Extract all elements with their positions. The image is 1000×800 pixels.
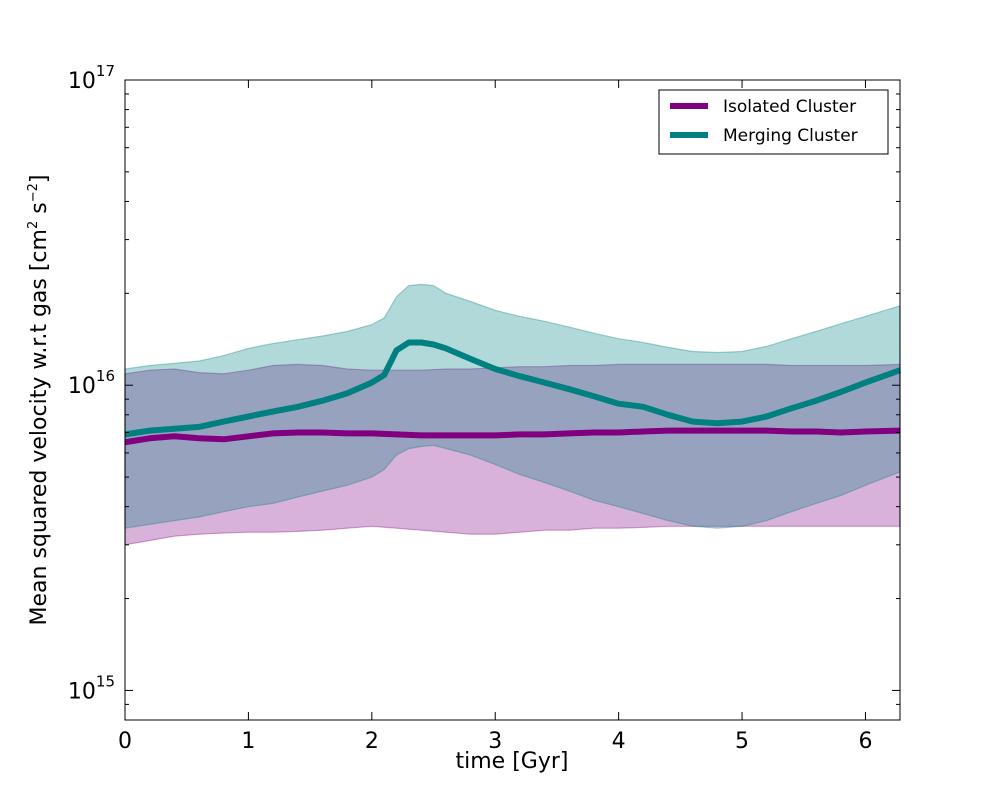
x-tick-label: 0: [118, 729, 132, 754]
y-tick-base: 10: [68, 69, 96, 94]
legend-label-isolated: Isolated Cluster: [723, 97, 856, 117]
legend-frame: [658, 89, 889, 155]
line-isolated-cluster: [124, 427, 901, 446]
confidence-bands: [124, 283, 901, 546]
y-tick-base: 10: [68, 679, 96, 704]
y-tick-label: 1016: [68, 367, 115, 399]
y-tick-label: 1015: [68, 672, 115, 704]
plot-frame: [124, 79, 901, 721]
legend: Isolated Cluster Merging Cluster: [658, 89, 889, 155]
x-tick-label: 1: [241, 729, 255, 754]
x-tick-label: 5: [735, 729, 749, 754]
y-tick-exp: 15: [96, 672, 115, 690]
y-tick-exp: 16: [96, 367, 115, 385]
y-axis-label-mid: s: [27, 202, 52, 220]
y-axis-label: Mean squared velocity w.r.t gas [cm2 s−2…: [26, 175, 52, 626]
y-axis-label-sup1: 2: [26, 221, 41, 229]
line-merging-cluster: [124, 339, 902, 438]
x-tick-label: 3: [488, 729, 502, 754]
x-axis-label: time [Gyr]: [456, 749, 569, 774]
y-tick-exp: 17: [96, 62, 115, 80]
x-tick-label: 4: [612, 729, 626, 754]
y-axis-label-sup2: −2: [26, 183, 41, 202]
y-axis-label-main: Mean squared velocity w.r.t gas [cm: [27, 229, 52, 625]
y-tick-label: 1017: [68, 62, 115, 94]
y-axis-label-end: ]: [27, 175, 52, 184]
x-tick-label: 6: [858, 729, 872, 754]
mean-lines: [124, 339, 902, 446]
x-axis-ticks: 0 1 2 3 4 5 6: [118, 80, 872, 754]
y-tick-base: 10: [68, 374, 96, 399]
legend-label-merging: Merging Cluster: [723, 126, 858, 146]
x-tick-label: 2: [365, 729, 379, 754]
